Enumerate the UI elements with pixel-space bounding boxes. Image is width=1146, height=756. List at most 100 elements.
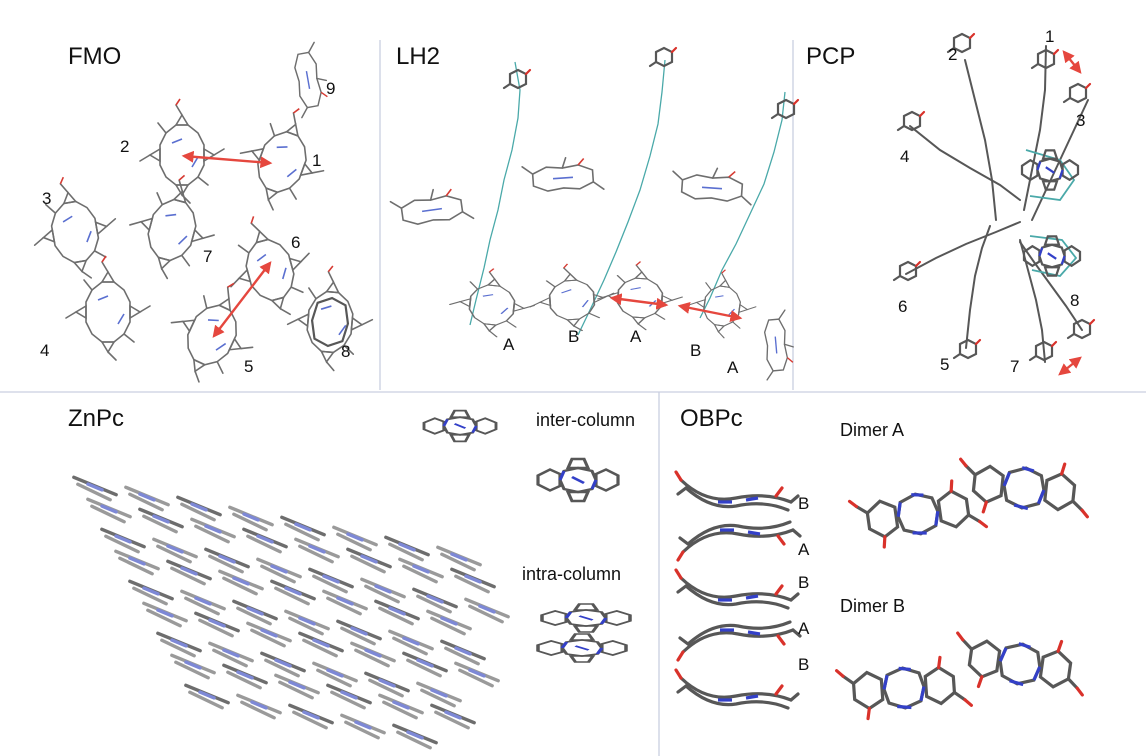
znpc-crystal-molecule-edge	[454, 574, 490, 594]
znpc-crystal-molecule-edge	[194, 524, 230, 544]
fmo-label-8: 8	[341, 342, 350, 361]
znpc-crystal-molecule-edge	[458, 668, 494, 688]
znpc-crystal-nitrogen-core	[350, 626, 368, 636]
znpc-crystal-nitrogen-core	[236, 670, 254, 680]
znpc-crystal-nitrogen-core	[184, 660, 202, 670]
znpc-crystal-nitrogen-core	[180, 566, 198, 576]
znpc-crystal-molecule-edge	[388, 542, 424, 562]
znpc-crystal-molecule-edge	[330, 690, 366, 710]
fmo-pigment-4	[65, 255, 151, 361]
znpc-crystal-molecule-edge	[232, 512, 268, 532]
znpc-crystal-nitrogen-core	[354, 720, 372, 730]
znpc-crystal-molecule-edge	[326, 596, 362, 616]
znpc-crystal-nitrogen-core	[298, 616, 316, 626]
znpc-crystal-nitrogen-core	[464, 574, 482, 584]
lh2-title: LH2	[396, 43, 440, 70]
pcp-arrow-top	[1062, 50, 1082, 74]
znpc-crystal-molecule-edge	[336, 532, 372, 552]
znpc-crystal-nitrogen-core	[232, 576, 250, 586]
znpc-crystal-molecule-edge	[274, 586, 310, 606]
znpc-crystal-nitrogen-core	[284, 586, 302, 596]
lh2-sugar-3	[770, 98, 800, 120]
pcp-label-6: 6	[898, 297, 907, 316]
znpc-crystal-nitrogen-core	[340, 690, 358, 700]
znpc-crystal-nitrogen-core	[86, 482, 104, 492]
znpc-crystal-molecule-edge	[240, 700, 276, 720]
obpc-stack-label-3: B	[798, 573, 809, 592]
znpc-crystal-nitrogen-core	[208, 618, 226, 628]
znpc-intra-dimer	[536, 602, 632, 664]
obpc-dimer-b	[834, 625, 1091, 723]
pcp-label-5: 5	[940, 355, 949, 374]
fmo-label-1: 1	[312, 151, 321, 170]
znpc-crystal-nitrogen-core	[288, 680, 306, 690]
lh2-ring-a2	[595, 257, 686, 333]
pcp-label-3: 3	[1076, 111, 1085, 130]
znpc-crystal-molecule-edge	[118, 556, 154, 576]
lh2-chain-3	[699, 91, 786, 319]
znpc-crystal-nitrogen-core	[114, 534, 132, 544]
pcp-pigment-3	[1062, 82, 1092, 104]
fmo-pigment-5	[152, 265, 275, 398]
znpc-crystal-nitrogen-core	[170, 638, 188, 648]
znpc-intra-column-label: intra-column	[522, 564, 621, 584]
znpc-crystal-nitrogen-core	[374, 584, 392, 594]
znpc-crystal-nitrogen-core	[406, 730, 424, 740]
znpc-crystal-molecule-edge	[316, 668, 352, 688]
znpc-crystal-nitrogen-core	[274, 658, 292, 668]
znpc-crystal-nitrogen-core	[398, 542, 416, 552]
znpc-crystal-molecule-edge	[260, 564, 296, 584]
znpc-crystal-nitrogen-core	[256, 534, 274, 544]
znpc-crystal-nitrogen-core	[416, 658, 434, 668]
znpc-crystal-molecule-edge	[226, 670, 262, 690]
znpc-crystal-molecule-edge	[90, 504, 126, 524]
znpc-crystal-nitrogen-core	[100, 504, 118, 514]
pcp-title: PCP	[806, 43, 855, 70]
znpc-crystal-molecule-edge	[170, 566, 206, 586]
znpc-top-molecule	[422, 409, 498, 443]
znpc-crystal-molecule-edge	[444, 646, 480, 666]
znpc-crystal-molecule-edge	[350, 554, 386, 574]
znpc-crystal-nitrogen-core	[270, 564, 288, 574]
lh2-pigment-right	[670, 164, 755, 206]
obpc-dimer-a	[847, 451, 1095, 553]
znpc-crystal-molecule-edge	[312, 574, 348, 594]
obpc-stack-label-4: A	[798, 619, 810, 638]
znpc-crystal-nitrogen-core	[260, 628, 278, 638]
znpc-crystal-nitrogen-core	[440, 616, 458, 626]
znpc-crystal-nitrogen-core	[294, 522, 312, 532]
fmo-arrow-6-5	[212, 261, 272, 338]
znpc-crystal-molecule-edge	[246, 534, 282, 554]
fmo-label-9: 9	[326, 79, 335, 98]
fmo-pigment-3	[23, 168, 126, 288]
znpc-crystal-nitrogen-core	[326, 668, 344, 678]
znpc-crystal-molecule-edge	[208, 554, 244, 574]
znpc-crystal-molecule-edge	[368, 678, 404, 698]
znpc-crystal-molecule-edge	[396, 730, 432, 750]
znpc-crystal-molecule-edge	[250, 628, 286, 648]
znpc-crystal-nitrogen-core	[444, 710, 462, 720]
znpc-crystal-nitrogen-core	[194, 596, 212, 606]
znpc-crystal-molecule-edge	[420, 688, 456, 708]
obpc-dimer-b-label: Dimer B	[840, 596, 905, 616]
znpc-crystal-nitrogen-core	[478, 604, 496, 614]
znpc-crystal-molecule-edge	[440, 552, 476, 572]
znpc-crystal-nitrogen-core	[336, 596, 354, 606]
lh2-panel: LH2 A B A B A	[388, 43, 800, 381]
lh2-sugar-2	[648, 46, 678, 68]
znpc-crystal-nitrogen-core	[138, 492, 156, 502]
znpc-crystal-nitrogen-core	[218, 554, 236, 564]
znpc-inter-molecule	[536, 457, 620, 503]
fmo-pigment-1	[225, 94, 342, 223]
znpc-crystal-nitrogen-core	[402, 636, 420, 646]
pcp-panel: PCP 1 2 3 4 5 6 7 8	[806, 27, 1096, 376]
znpc-crystal-nitrogen-core	[246, 606, 264, 616]
lh2-ring-b2	[683, 264, 761, 343]
znpc-crystal-molecule-edge	[188, 690, 224, 710]
znpc-crystal-nitrogen-core	[360, 554, 378, 564]
fmo-label-4: 4	[40, 341, 49, 360]
lh2-label-a3: A	[727, 358, 739, 377]
znpc-crystal-molecule-edge	[340, 626, 376, 646]
znpc-crystal-molecule-edge	[298, 544, 334, 564]
znpc-crystal-molecule-edge	[344, 720, 380, 740]
